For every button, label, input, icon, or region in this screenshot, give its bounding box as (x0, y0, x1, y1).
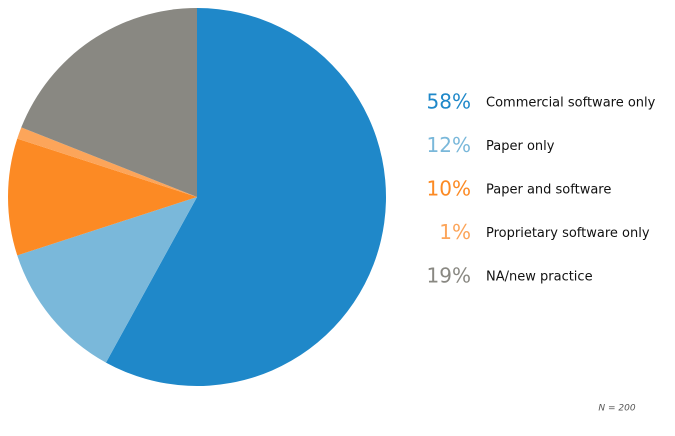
legend-value: 19% (427, 264, 471, 288)
pie-slice (17, 127, 197, 197)
legend-label: Proprietary software only (486, 226, 650, 241)
legend-value: 58% (427, 90, 471, 114)
pie-slice (8, 138, 198, 256)
legend-value: 1% (439, 220, 471, 244)
pie-slice (21, 8, 197, 197)
legend: 58% Commercial software only 12% Paper only… (427, 90, 656, 288)
pie-slice (105, 8, 387, 386)
legend-label: NA/new practice (486, 270, 593, 285)
legend-label: Paper and software (486, 183, 611, 198)
legend-value: 10% (427, 177, 471, 201)
pie-slice (17, 197, 197, 363)
note: N = 200 (598, 404, 635, 414)
legend-label: Paper only (486, 139, 555, 154)
legend-value: 12% (427, 133, 471, 157)
pie (8, 8, 387, 386)
legend-label: Commercial software only (486, 96, 656, 111)
